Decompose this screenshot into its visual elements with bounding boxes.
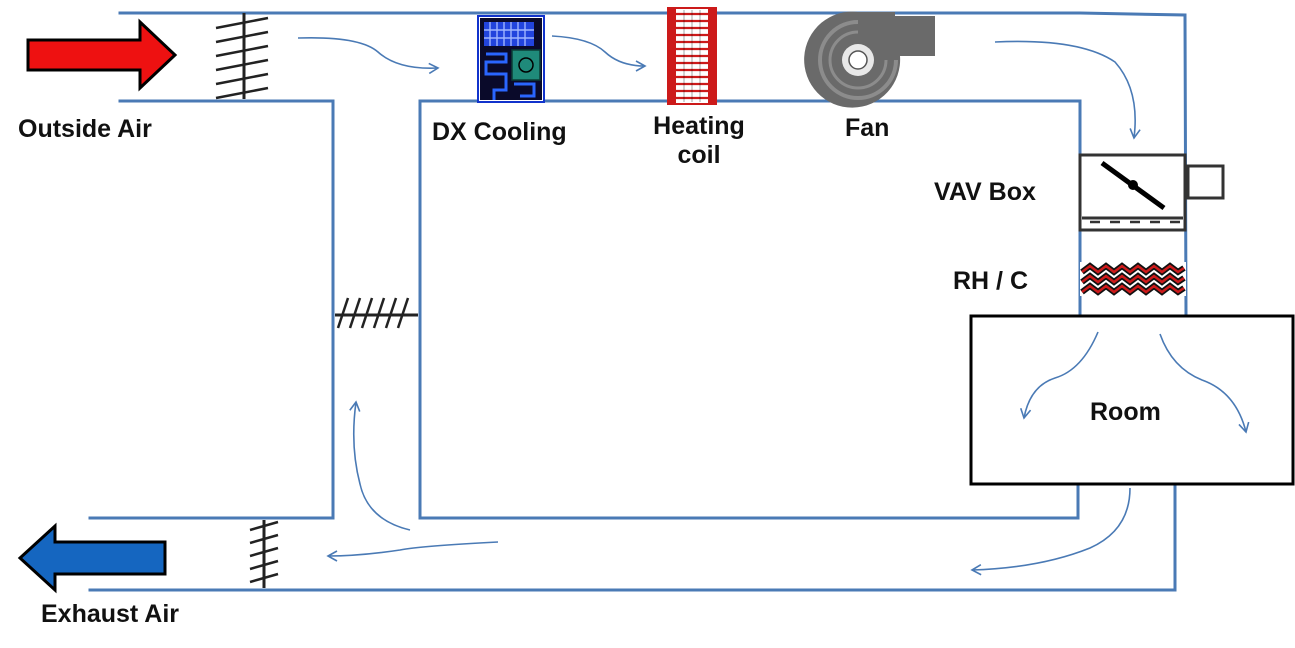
dx-cooling-label: DX Cooling xyxy=(432,118,567,146)
return-duct-inner-wall xyxy=(418,99,1080,520)
reheat-coil-icon xyxy=(1080,262,1186,296)
heating-coil-label-line2: coil xyxy=(677,140,721,169)
dx-cooling-icon xyxy=(477,15,545,103)
flow-arrow-room-left xyxy=(1019,331,1099,420)
flow-arrow-room-to-return xyxy=(970,487,1131,576)
outside-air-duct-bottom-wall xyxy=(88,99,335,520)
room-label: Room xyxy=(1090,398,1161,426)
exhaust-air-label: Exhaust Air xyxy=(41,600,180,628)
airflow-arrows xyxy=(297,35,1250,576)
supply-duct-inner-wall xyxy=(418,99,1082,157)
mixing-damper-icon xyxy=(335,297,418,329)
outside-air-label: Outside Air xyxy=(18,115,152,143)
heating-coil-label: Heating coil xyxy=(632,112,766,170)
outside-air-damper-icon xyxy=(215,13,269,100)
flow-arrow-return-to-exhaust xyxy=(326,541,499,562)
flow-arrow-return-to-mixing xyxy=(349,400,411,531)
outside-air-arrow-icon xyxy=(26,18,178,92)
exhaust-damper-icon xyxy=(249,520,279,588)
flow-arrow-cooling-to-heating xyxy=(551,35,647,72)
heating-coil-label-line1: Heating xyxy=(653,112,745,140)
vav-box-icon xyxy=(1078,153,1225,232)
rh-c-label: RH / C xyxy=(953,267,1028,295)
vav-box-label: VAV Box xyxy=(934,178,1036,206)
flow-arrow-fan-to-vav xyxy=(994,40,1141,140)
heating-coil-icon xyxy=(667,7,717,105)
duct-walls xyxy=(88,11,1188,592)
fan-icon xyxy=(804,11,935,108)
flow-arrow-room-right xyxy=(1159,333,1250,434)
exhaust-air-arrow-icon xyxy=(17,522,167,594)
fan-label: Fan xyxy=(845,114,890,142)
return-duct-outer-wall xyxy=(88,482,1177,592)
flow-arrow-outside-to-cooling xyxy=(297,36,440,75)
room-box xyxy=(969,314,1295,486)
